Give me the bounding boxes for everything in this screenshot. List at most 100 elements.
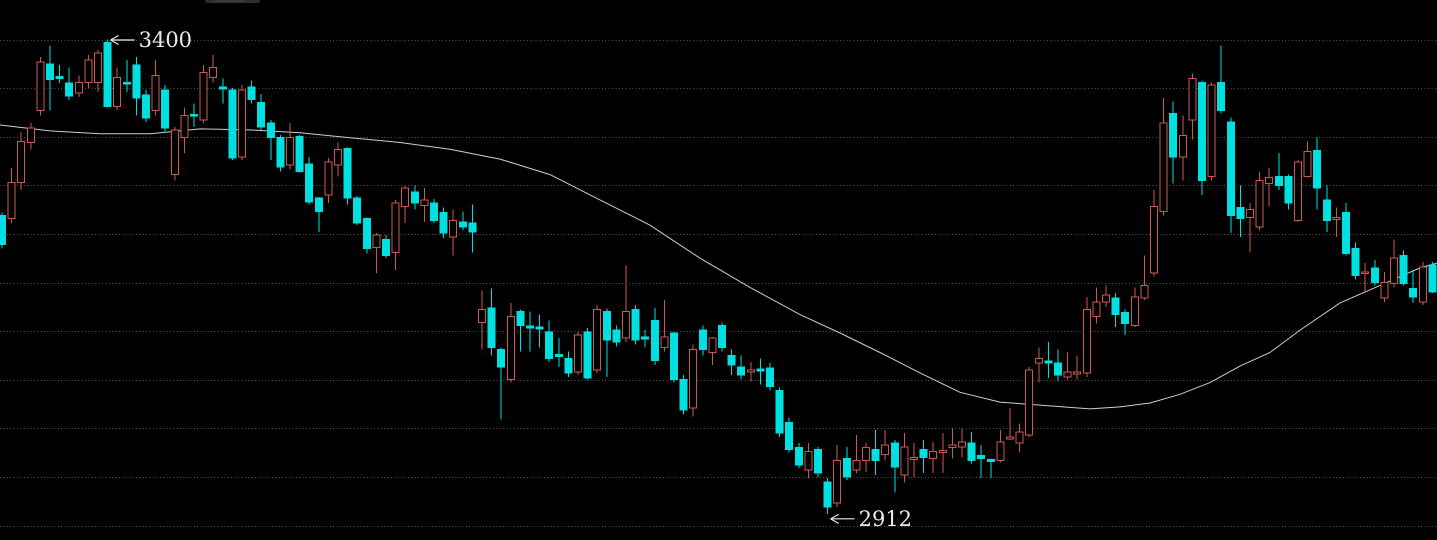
candle-body	[1150, 206, 1158, 274]
annotation-label: 2912	[859, 507, 912, 531]
candle-body	[785, 422, 794, 451]
up-candle	[113, 67, 122, 111]
candle-body	[382, 239, 390, 256]
up-candle	[1082, 297, 1091, 377]
down-candle	[564, 351, 573, 377]
candle-body	[353, 197, 362, 224]
up-candle	[1418, 262, 1427, 305]
candle-body	[334, 148, 342, 166]
down-candle	[823, 477, 832, 514]
candle-body	[1169, 112, 1178, 158]
down-candle	[775, 387, 784, 437]
down-candle	[295, 134, 304, 173]
candle-body	[487, 307, 496, 349]
down-candle	[526, 311, 534, 352]
down-candle	[1399, 250, 1408, 286]
candle-body	[660, 336, 669, 349]
up-candle	[1015, 423, 1024, 453]
annotation-arrow-left-icon	[830, 518, 839, 524]
down-candle	[1313, 137, 1322, 210]
candle-body	[900, 446, 909, 476]
candle-body	[1198, 81, 1206, 181]
down-candle	[1169, 101, 1178, 184]
down-candle	[266, 120, 275, 160]
down-candle	[343, 147, 352, 205]
up-candle	[401, 185, 410, 224]
candle-body	[1178, 135, 1187, 158]
candle-body	[151, 75, 160, 111]
candle-body	[1025, 369, 1034, 436]
up-candle	[958, 428, 966, 458]
up-candle	[7, 167, 16, 224]
candle-body	[238, 89, 246, 158]
up-candle	[1246, 202, 1254, 253]
candle-body	[209, 67, 218, 78]
candle-body	[305, 163, 314, 203]
candle-body	[814, 449, 822, 474]
candle-body	[372, 234, 381, 248]
candle-body	[958, 441, 966, 448]
candle-body	[1188, 77, 1197, 121]
down-candle	[650, 307, 659, 366]
down-candle	[142, 90, 150, 123]
up-candle	[660, 300, 669, 352]
top-edge-artifact	[205, 0, 260, 3]
candle-body	[910, 457, 918, 460]
candle-body	[132, 64, 141, 99]
candle-body	[324, 161, 333, 196]
up-candle	[1332, 207, 1341, 237]
up-candle	[1025, 367, 1034, 437]
down-candle	[1236, 185, 1245, 237]
down-candle	[727, 349, 736, 375]
up-candle	[622, 265, 630, 342]
candle-body	[1082, 309, 1091, 374]
candle-body	[1159, 122, 1168, 213]
candle-body	[17, 141, 26, 183]
candle-body	[1034, 357, 1043, 364]
candle-body	[170, 129, 179, 176]
candle-body	[862, 447, 870, 461]
up-candle	[26, 123, 35, 150]
candle-body	[842, 457, 851, 478]
candle-body	[871, 449, 880, 461]
candle-body	[1121, 312, 1130, 324]
candle-body	[919, 449, 928, 459]
down-candle	[305, 157, 314, 205]
down-candle	[890, 440, 899, 493]
candle-body	[247, 86, 256, 101]
down-candle	[977, 444, 986, 478]
candle-body	[401, 187, 410, 208]
candle-body	[1265, 177, 1274, 184]
down-candle	[1409, 269, 1418, 303]
up-candle	[506, 302, 515, 383]
down-candle	[468, 204, 477, 253]
candle-body	[650, 319, 659, 361]
candle-body	[1217, 81, 1226, 112]
down-candle	[698, 325, 707, 356]
up-candle	[881, 430, 890, 461]
up-candle	[1380, 271, 1389, 302]
candle-body	[1236, 207, 1245, 219]
candle-body	[1418, 266, 1427, 303]
down-candle	[602, 308, 611, 377]
candle-body	[84, 59, 93, 83]
moving-average-line	[0, 124, 1437, 410]
candle-body	[0, 214, 6, 246]
down-candle	[641, 330, 650, 348]
candle-body	[1006, 436, 1014, 440]
up-candle	[1140, 255, 1149, 300]
down-candle	[1274, 153, 1283, 191]
candles-layer	[0, 39, 1437, 514]
candle-body	[718, 324, 726, 349]
down-candle	[1054, 349, 1062, 382]
candle-body	[1073, 371, 1082, 375]
candle-body	[478, 309, 486, 323]
up-candle	[1207, 82, 1216, 181]
candle-body	[190, 113, 198, 117]
candle-body	[286, 137, 294, 166]
up-candle	[938, 433, 947, 473]
candle-body	[679, 379, 688, 411]
up-candle	[324, 158, 333, 203]
candle-body	[295, 136, 304, 173]
